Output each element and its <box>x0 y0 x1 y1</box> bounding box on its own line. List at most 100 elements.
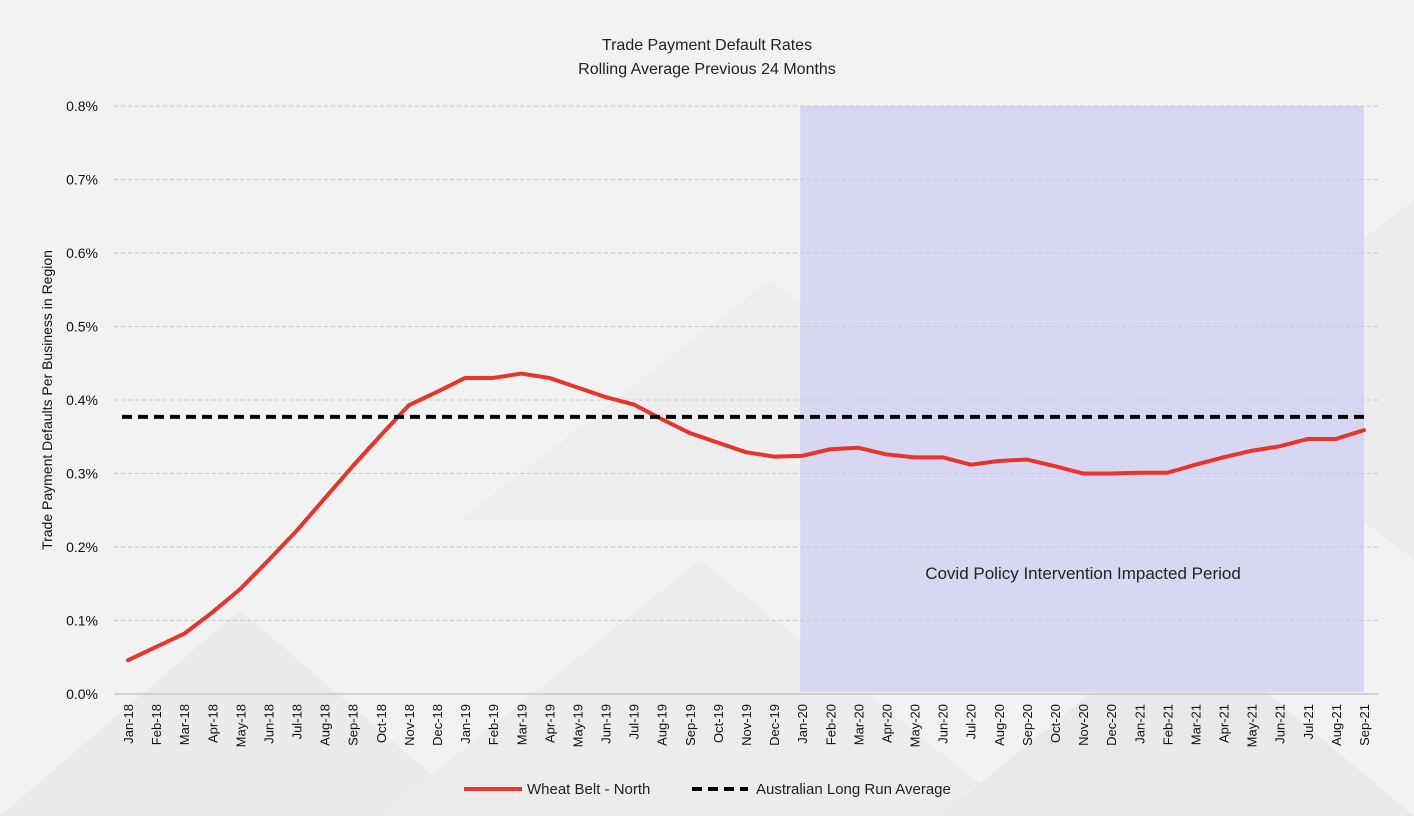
x-tick-label: Sep-19 <box>683 704 698 746</box>
x-tick-label: Sep-20 <box>1020 704 1035 746</box>
data-point <box>660 417 663 421</box>
y-tick-label: 0.5% <box>66 319 98 335</box>
x-tick-label: Jun-19 <box>599 704 614 744</box>
data-point <box>407 403 411 407</box>
data-point <box>1250 449 1253 452</box>
data-point <box>1166 471 1169 474</box>
data-point <box>772 455 776 458</box>
x-tick-label: Mar-19 <box>514 704 529 745</box>
x-tick-label: Dec-18 <box>430 704 445 746</box>
x-tick-label: Apr-20 <box>879 704 894 743</box>
data-point <box>716 441 720 444</box>
x-tick-label: Oct-19 <box>711 704 726 743</box>
x-tick-label: May-20 <box>908 704 923 747</box>
y-tick-label: 0.6% <box>66 245 98 261</box>
x-tick-label: Feb-20 <box>823 704 838 745</box>
data-point <box>1109 472 1113 475</box>
data-point <box>154 645 158 649</box>
data-point <box>1194 463 1197 466</box>
x-tick-label: Apr-18 <box>205 704 220 743</box>
data-point <box>1306 437 1310 441</box>
shaded-region-label: Covid Policy Intervention Impacted Perio… <box>925 564 1241 583</box>
y-tick-label: 0.1% <box>66 613 98 629</box>
legend-label-long-run-average: Australian Long Run Average <box>756 781 951 798</box>
x-tick-label: Jan-21 <box>1132 704 1147 744</box>
x-tick-label: Apr-21 <box>1217 704 1232 743</box>
data-point <box>1362 428 1366 432</box>
data-point <box>997 459 1001 463</box>
legend: Wheat Belt - North Australian Long Run A… <box>464 781 951 798</box>
data-point <box>1081 472 1085 475</box>
x-tick-label: Jul-20 <box>964 704 979 739</box>
x-tick-label: Mar-18 <box>177 704 192 745</box>
x-tick-label: Nov-18 <box>402 704 417 746</box>
y-tick-label: 0.4% <box>66 392 98 408</box>
y-tick-label: 0.7% <box>66 172 98 188</box>
data-point <box>323 497 326 500</box>
x-tick-label: Aug-21 <box>1329 704 1344 746</box>
legend-label-wheat-belt: Wheat Belt - North <box>527 781 650 798</box>
data-point <box>548 376 551 380</box>
data-point <box>1278 445 1281 448</box>
data-point <box>351 464 354 468</box>
x-tick-label: Jul-21 <box>1301 704 1316 739</box>
data-point <box>632 403 635 406</box>
data-point <box>913 456 916 459</box>
x-tick-label: Sep-18 <box>346 704 361 746</box>
x-tick-label: Dec-20 <box>1104 704 1119 746</box>
x-tick-label: Mar-21 <box>1188 704 1203 745</box>
y-axis-label: Trade Payment Defaults Per Business in R… <box>39 250 55 550</box>
data-point <box>435 390 439 394</box>
data-point <box>520 372 523 375</box>
data-point <box>1053 464 1057 468</box>
data-point <box>182 632 186 635</box>
data-point <box>239 587 242 591</box>
y-tick-label: 0.3% <box>66 466 98 482</box>
covid-shaded-region <box>800 106 1364 692</box>
data-point <box>857 446 860 449</box>
data-point <box>126 658 130 662</box>
data-point <box>1138 471 1141 474</box>
data-point <box>1334 437 1338 441</box>
x-tick-label: Jan-20 <box>795 704 810 744</box>
x-tick-label: Feb-19 <box>486 704 501 745</box>
x-tick-label: Jun-20 <box>936 704 951 744</box>
x-tick-label: Jul-18 <box>290 704 305 739</box>
data-point <box>211 611 214 614</box>
data-point <box>800 454 804 458</box>
x-tick-label: Jun-21 <box>1273 704 1288 744</box>
x-tick-label: May-21 <box>1245 704 1260 747</box>
x-tick-label: Oct-20 <box>1048 704 1063 743</box>
y-tick-label: 0.8% <box>66 98 98 114</box>
x-tick-label: Jan-18 <box>121 704 136 744</box>
x-tick-label: Oct-18 <box>374 704 389 743</box>
x-tick-label: Aug-20 <box>992 704 1007 746</box>
data-point <box>885 453 888 456</box>
x-tick-label: Feb-21 <box>1160 704 1175 745</box>
x-tick-label: Aug-18 <box>318 704 333 746</box>
data-point <box>1025 458 1029 461</box>
x-tick-label: Aug-19 <box>655 704 670 746</box>
x-tick-label: Dec-19 <box>767 704 782 746</box>
chart-title: Trade Payment Default Rates <box>602 37 812 54</box>
x-tick-label: Jun-18 <box>261 704 276 744</box>
data-point <box>969 463 972 466</box>
data-point <box>829 448 832 451</box>
x-tick-label: Apr-19 <box>542 704 557 743</box>
x-tick-label: May-18 <box>233 704 248 747</box>
y-tick-label: 0.0% <box>66 686 98 702</box>
data-point <box>267 559 270 562</box>
x-tick-label: May-19 <box>570 704 585 747</box>
data-point <box>491 376 495 380</box>
y-tick-label: 0.2% <box>66 539 98 555</box>
data-point <box>688 431 692 435</box>
x-tick-label: Nov-19 <box>739 704 754 746</box>
data-point <box>379 434 383 437</box>
x-tick-label: Nov-20 <box>1076 704 1091 746</box>
data-point <box>463 376 467 380</box>
data-point <box>604 395 607 399</box>
x-tick-label: Jul-19 <box>627 704 642 739</box>
x-tick-label: Feb-18 <box>149 704 164 745</box>
